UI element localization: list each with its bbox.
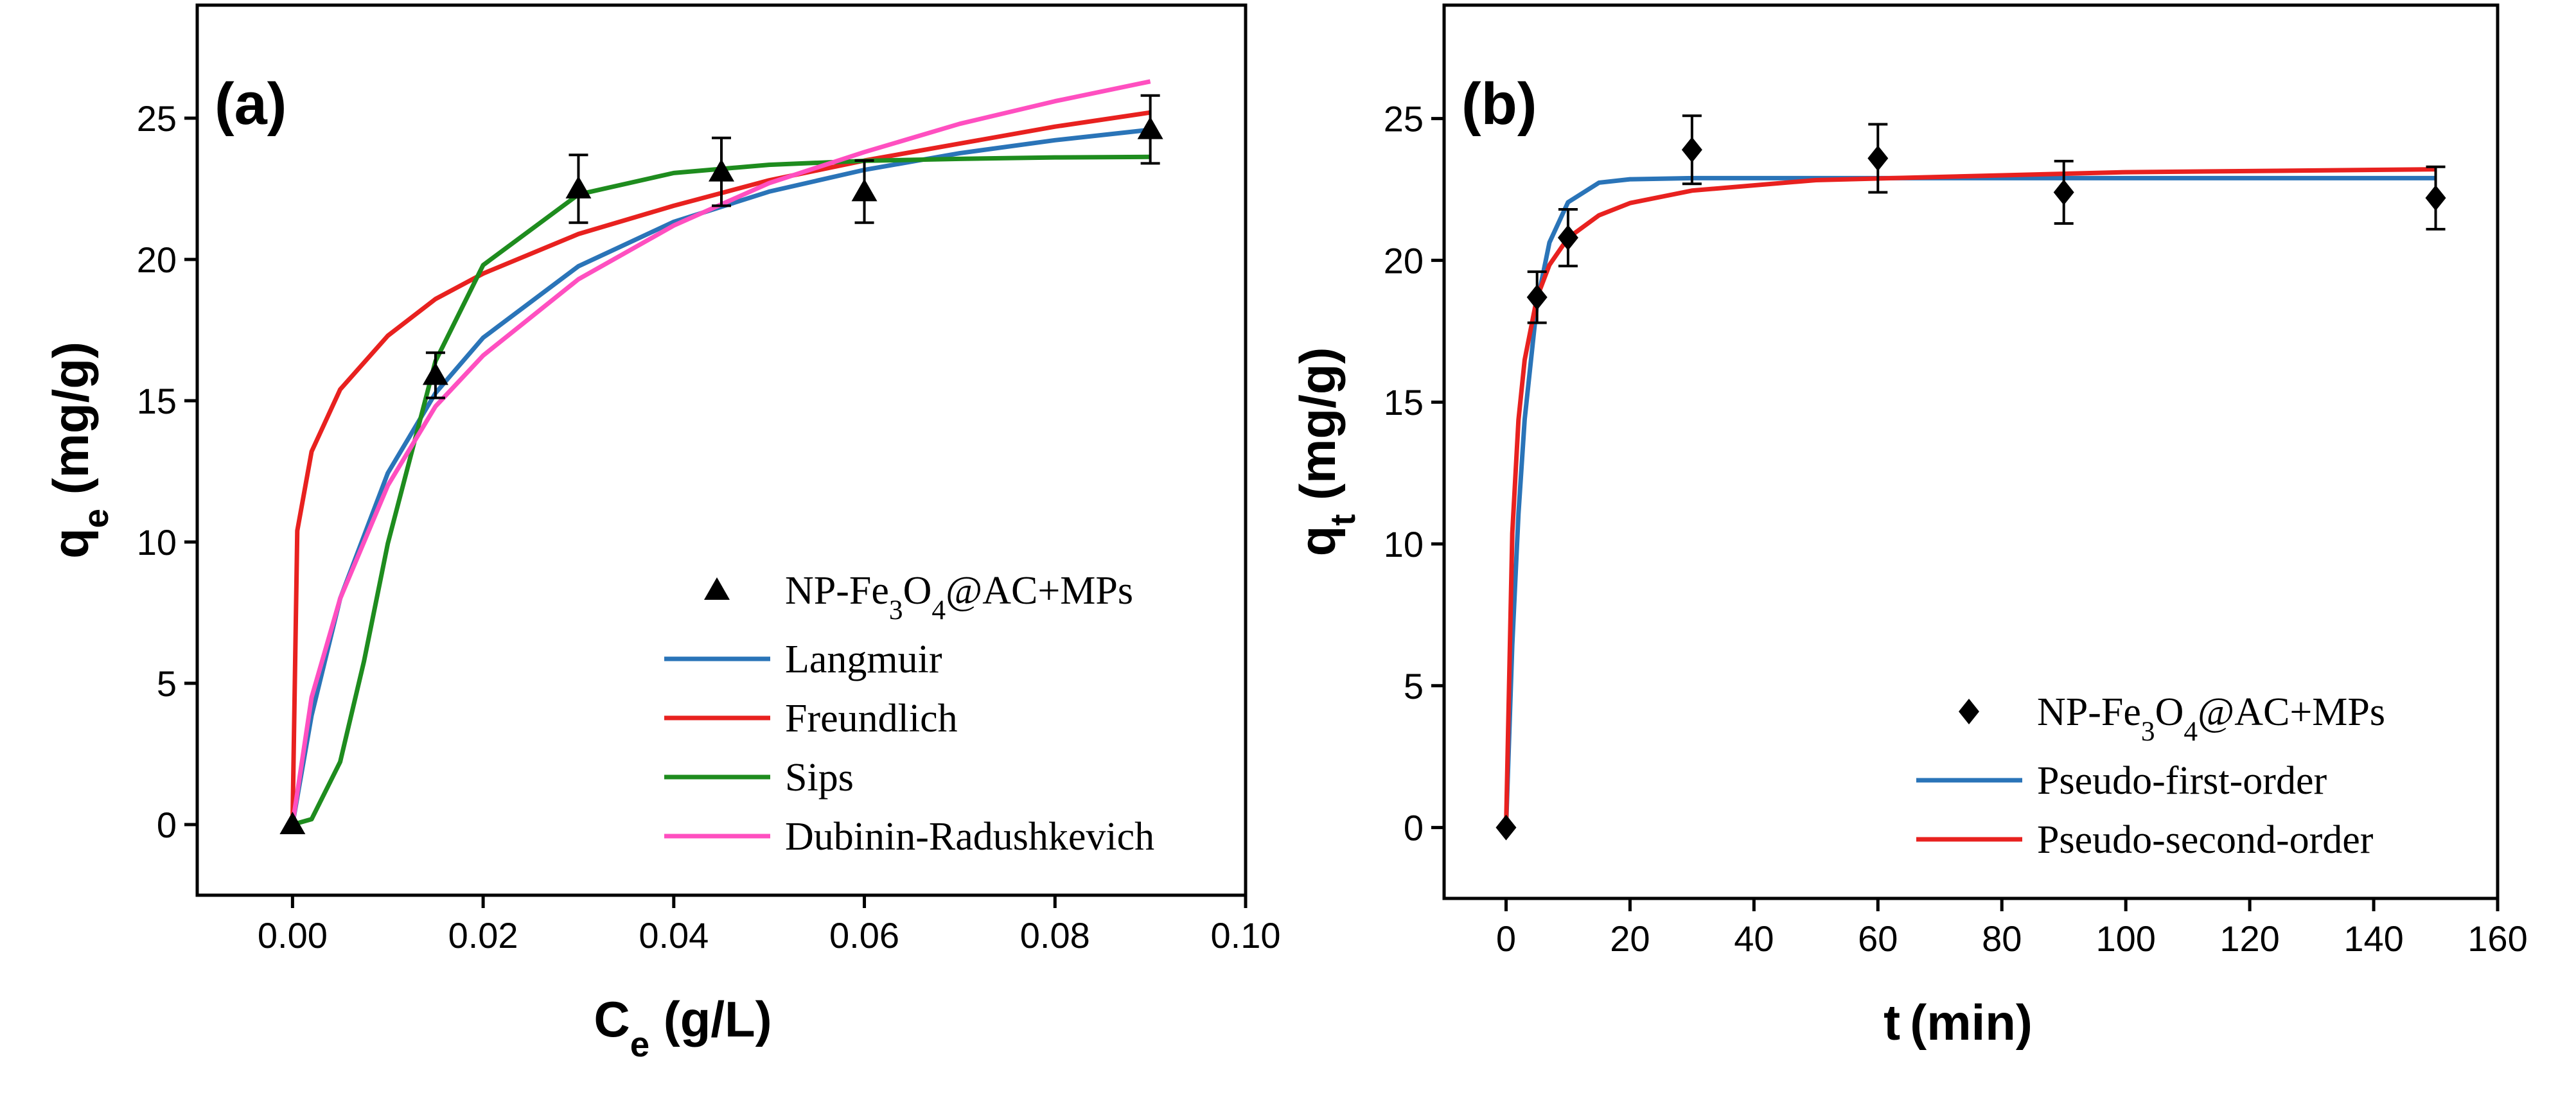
data-point [279, 812, 306, 834]
y-tick-label: 5 [1404, 666, 1424, 706]
data-point [851, 179, 878, 202]
x-tick-label: 0.10 [1211, 915, 1281, 956]
y-tick-label: 0 [157, 805, 177, 845]
data-point [1137, 116, 1163, 139]
data-point [2053, 179, 2074, 205]
plot-frame [1442, 3, 2500, 900]
legend-label: Sips [785, 756, 854, 800]
panel-label: (b) [1461, 71, 1537, 137]
fit-line [290, 127, 1151, 825]
y-axis-title: qt (mg/g) [1289, 347, 1363, 557]
legend-label: Langmuir [785, 638, 942, 681]
data-point [1681, 137, 1702, 163]
fit-line [290, 110, 1151, 825]
legend-label: Pseudo-first-order [2037, 759, 2327, 803]
data-point [1867, 145, 1889, 171]
x-tick-label: 0.02 [448, 915, 518, 956]
legend-label: Pseudo-second-order [2037, 818, 2374, 862]
y-tick-label: 25 [137, 98, 177, 139]
y-tick-label: 15 [1384, 382, 1424, 423]
y-tick-label: 20 [137, 240, 177, 280]
x-axis-title: t (min) [1883, 994, 2033, 1067]
data-point [2425, 185, 2446, 211]
data-point [709, 159, 734, 182]
y-tick-label: 20 [1384, 240, 1424, 281]
x-tick-label: 140 [2343, 918, 2403, 959]
legend-label: Dubinin-Radushkevich [785, 815, 1154, 859]
y-tick-label: 15 [137, 381, 177, 421]
x-tick-label: 0 [1496, 918, 1516, 959]
x-tick-label: 100 [2095, 918, 2155, 959]
x-tick-label: 80 [1982, 918, 2022, 959]
plot-frame [195, 3, 1248, 897]
data-point [1557, 225, 1578, 251]
x-tick-label: 20 [1610, 918, 1650, 959]
x-tick-label: 40 [1734, 918, 1774, 959]
y-tick-label: 0 [1404, 808, 1424, 848]
y-tick-label: 10 [137, 522, 177, 563]
y-tick-label: 25 [1384, 99, 1424, 139]
legend-marker [704, 577, 730, 600]
legend-label: Freundlich [785, 697, 958, 740]
legend-marker [1959, 699, 1979, 724]
x-tick-label: 0.08 [1020, 915, 1090, 956]
panel-label: (a) [215, 71, 287, 137]
fit-line [292, 154, 1151, 827]
legend-label: NP-Fe3O4@AC+MPs [785, 569, 1133, 625]
x-tick-label: 120 [2219, 918, 2279, 959]
legend-label: NP-Fe3O4@AC+MPs [2037, 690, 2385, 747]
y-tick-label: 5 [157, 663, 177, 704]
data-point [1526, 284, 1548, 310]
y-tick-label: 10 [1384, 524, 1424, 564]
fit-line [290, 79, 1151, 825]
x-tick-label: 0.04 [639, 915, 709, 956]
data-point [422, 362, 448, 385]
x-tick-label: 0.00 [258, 915, 328, 956]
data-point [1495, 814, 1517, 841]
data-point [565, 176, 592, 198]
x-tick-label: 60 [1858, 918, 1898, 959]
x-tick-label: 160 [2467, 918, 2527, 959]
y-axis-title: qe (mg/g) [42, 342, 116, 559]
x-tick-label: 0.06 [829, 915, 899, 956]
x-axis-title: Ce (g/L) [594, 991, 772, 1064]
